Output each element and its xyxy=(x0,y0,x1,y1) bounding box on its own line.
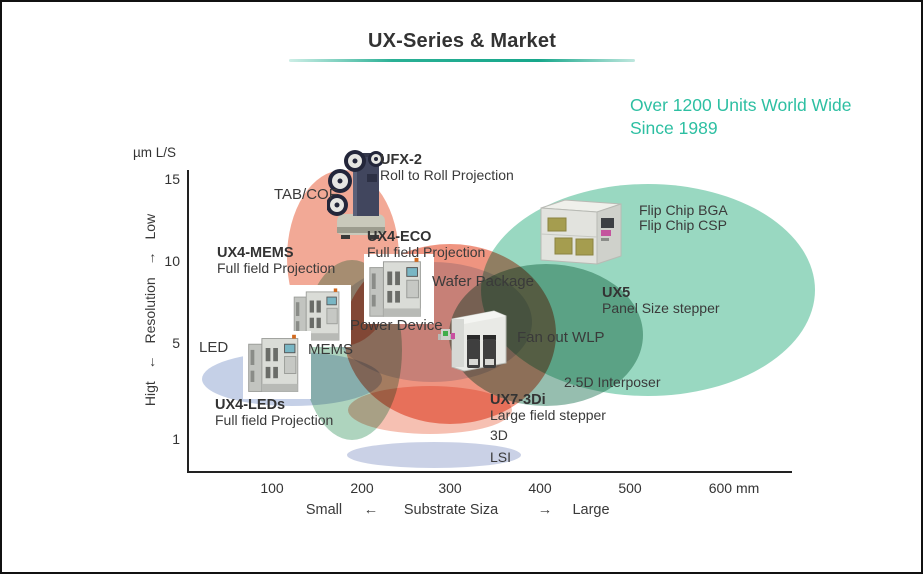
label-tabcof: TAB/COF xyxy=(274,186,338,203)
label-ux4mems: UX4-MEMS Full field Projection xyxy=(217,246,335,276)
ux4leds-name: UX4-LEDs xyxy=(215,397,286,413)
ufx2-desc: Roll to Roll Projection xyxy=(380,167,514,183)
ufx2-machine-photo xyxy=(326,144,393,240)
x-tick-600mm: 600 mm xyxy=(708,480,760,496)
y-axis-line xyxy=(187,170,189,473)
label-mems: MEMS xyxy=(308,341,353,358)
label-3d: 3D xyxy=(490,427,508,443)
right-arrow-icon: → xyxy=(537,502,553,518)
label-wafer-package: Wafer Package xyxy=(432,273,534,290)
tagline-line2: Since 1989 xyxy=(630,118,718,138)
label-led: LED xyxy=(199,339,229,356)
ux4mems-desc: Full field Projection xyxy=(217,260,336,276)
y-axis-unit: µm L/S xyxy=(133,145,177,160)
left-arrow-icon: ← xyxy=(363,502,379,518)
tagline: Over 1200 Units World Wide Since 1989 xyxy=(630,94,851,140)
label-power-device: Power Device xyxy=(350,317,443,334)
page-title: UX-Series & Market xyxy=(367,30,557,52)
label-ux73di: UX7-3Di Large field stepper xyxy=(490,393,606,423)
ux5-machine-photo xyxy=(535,194,627,270)
label-lsi: LSI xyxy=(490,449,512,465)
ux73di-desc: Large field stepper xyxy=(490,407,606,423)
ufx2-name: UFX-2 xyxy=(380,152,422,168)
label-ux4eco: UX4-ECO Full field Projection xyxy=(367,230,485,260)
y-tick-10: 10 xyxy=(164,253,180,269)
x-tick-500: 500 xyxy=(618,480,642,496)
label-fanout-wlp: Fan out WLP xyxy=(517,329,605,346)
y-tick-5: 5 xyxy=(172,335,180,351)
ux4eco-name: UX4-ECO xyxy=(367,229,432,245)
x-axis-line xyxy=(187,471,792,473)
flip-chip-bga: Flip Chip BGA xyxy=(639,202,728,218)
x-caption-large: Large xyxy=(572,502,610,518)
y-tick-15: 15 xyxy=(164,171,180,187)
ux4mems-name: UX4-MEMS xyxy=(217,245,294,261)
label-ux5: UX5 Panel Size stepper xyxy=(602,286,720,316)
ux73di-machine-photo xyxy=(436,303,514,381)
region-ellipse-3d xyxy=(348,386,512,434)
label-ufx2: UFX-2 Roll to Roll Projection xyxy=(380,153,514,183)
flip-chip-csp: Flip Chip CSP xyxy=(639,217,727,233)
y-axis-caption: Higt ← Resolution → Low xyxy=(142,213,158,407)
ux73di-name: UX7-3Di xyxy=(490,392,546,408)
x-caption-substrate-size: Substrate Siza xyxy=(403,502,499,518)
tagline-line1: Over 1200 Units World Wide xyxy=(630,95,852,115)
ux5-name: UX5 xyxy=(602,285,631,301)
x-tick-400: 400 xyxy=(528,480,552,496)
ux4eco-machine-photo xyxy=(364,254,434,324)
title-underline xyxy=(289,59,635,62)
y-tick-1: 1 xyxy=(172,431,180,447)
x-tick-200: 200 xyxy=(350,480,374,496)
x-tick-300: 300 xyxy=(438,480,462,496)
ux5-desc: Panel Size stepper xyxy=(602,300,720,316)
ux4leds-machine-photo xyxy=(241,331,313,399)
label-25d-interposer: 2.5D Interposer xyxy=(564,374,661,390)
ux4leds-desc: Full field Projection xyxy=(215,412,334,428)
label-ux4leds: UX4-LEDs Full field Projection xyxy=(215,398,333,428)
region-ellipse-lsi xyxy=(347,442,521,468)
label-flip-chip: Flip Chip BGA Flip Chip CSP xyxy=(639,203,728,233)
x-tick-100: 100 xyxy=(260,480,284,496)
x-caption-small: Small xyxy=(305,502,343,518)
ux4eco-desc: Full field Projection xyxy=(367,244,486,260)
